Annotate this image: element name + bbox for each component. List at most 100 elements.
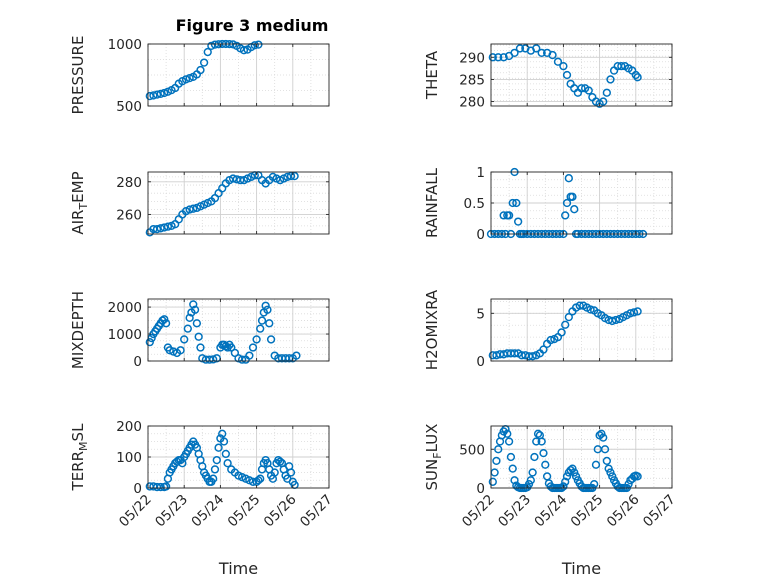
x-tick-label: 05/24 (531, 492, 570, 531)
data-point (611, 315, 621, 325)
data-point (149, 91, 158, 100)
data-point (236, 176, 245, 185)
data-point (537, 437, 546, 446)
y-axis-label: AIRTEMP (69, 171, 90, 234)
data-point (185, 205, 194, 214)
data-point (221, 449, 230, 459)
y-tick-label: 290 (459, 50, 485, 66)
data-point (532, 437, 541, 446)
data-point (183, 324, 192, 333)
data-point (570, 205, 579, 214)
data-point (152, 90, 162, 99)
axes-box (147, 43, 330, 107)
data-point (210, 465, 220, 474)
data-point (528, 468, 537, 477)
panel-mixdepth: 0 1000 2000 MIXDEPTH (69, 291, 330, 370)
data-point (512, 198, 521, 208)
y-tick-label: 0 (133, 481, 142, 497)
data-point (602, 88, 611, 97)
y-axis-label: MIXDEPTH (69, 291, 87, 369)
data-point (561, 477, 570, 486)
data-point (533, 429, 543, 438)
data-point (185, 73, 194, 83)
data-point (539, 345, 548, 354)
data-point (504, 437, 514, 446)
data-point (506, 452, 516, 462)
data-point (176, 346, 185, 355)
x-tick-label: 05/25 (225, 492, 264, 531)
data-point (196, 65, 205, 75)
x-tick-label: 05/27 (640, 492, 679, 531)
data-point (237, 355, 247, 364)
data-point (156, 482, 165, 492)
data-point (221, 342, 230, 351)
data-point (239, 46, 249, 55)
data-point (530, 452, 539, 462)
data-point (508, 198, 517, 208)
x-tick-label: 05/22 (116, 492, 155, 531)
data-point (263, 305, 272, 314)
y-tick-label: 1 (476, 165, 485, 181)
y-tick-label: 280 (116, 175, 142, 191)
data-point (562, 70, 572, 80)
data-point (571, 472, 581, 481)
y-axis-label: RAINFALL (423, 167, 441, 238)
data-point (248, 477, 258, 486)
panel-pressure: 500 1000 PRESSURE (69, 36, 330, 115)
x-tick-label: 05/22 (459, 492, 498, 531)
data-point (161, 482, 171, 491)
data-point (499, 211, 508, 220)
data-point (606, 468, 615, 477)
y-tick-label: 280 (459, 95, 485, 111)
y-tick-label: 500 (116, 99, 142, 115)
data-point (265, 319, 274, 328)
panel-rainfall: 0 0.5 1 RAINFALL (423, 165, 673, 243)
data-point (494, 53, 503, 62)
data-point (292, 351, 301, 360)
data-point (185, 313, 194, 323)
data-point (597, 429, 606, 438)
y-tick-label: 0 (476, 481, 485, 497)
data-point (228, 174, 238, 183)
y-tick-label: 285 (459, 72, 485, 88)
data-point (631, 70, 640, 80)
data-point (564, 312, 573, 322)
data-point (537, 48, 546, 58)
data-point (510, 349, 519, 358)
axes-box (490, 425, 673, 489)
data-point (590, 479, 599, 489)
y-tick-label: 2000 (108, 300, 142, 316)
data-point (189, 204, 198, 213)
data-point (514, 217, 523, 226)
data-point (600, 445, 610, 454)
y-tick-label: 1000 (108, 37, 142, 53)
data-point (256, 474, 265, 483)
data-point (488, 477, 497, 486)
y-axis-label: TERRMSL (69, 423, 90, 492)
data-point (145, 337, 154, 347)
x-tick-label: 05/23 (152, 492, 191, 531)
data-point (218, 429, 227, 438)
data-point (510, 48, 519, 58)
data-point (515, 44, 525, 53)
data-point (557, 328, 566, 337)
data-point (503, 429, 512, 438)
data-point (196, 343, 205, 352)
data-point (561, 320, 570, 329)
data-point (254, 476, 263, 485)
data-point (181, 75, 191, 84)
data-point (275, 457, 285, 466)
data-point (163, 222, 173, 231)
data-point (548, 50, 557, 60)
data-point (257, 316, 267, 325)
data-point (633, 73, 642, 82)
y-axis-label: H2OMIXRA (423, 289, 441, 370)
data-point (564, 174, 573, 183)
data-point (562, 472, 572, 481)
data-point (633, 472, 642, 481)
data-point (214, 443, 223, 452)
data-point (194, 332, 203, 341)
data-point (608, 472, 617, 481)
data-point (286, 171, 296, 181)
data-point (160, 315, 169, 324)
